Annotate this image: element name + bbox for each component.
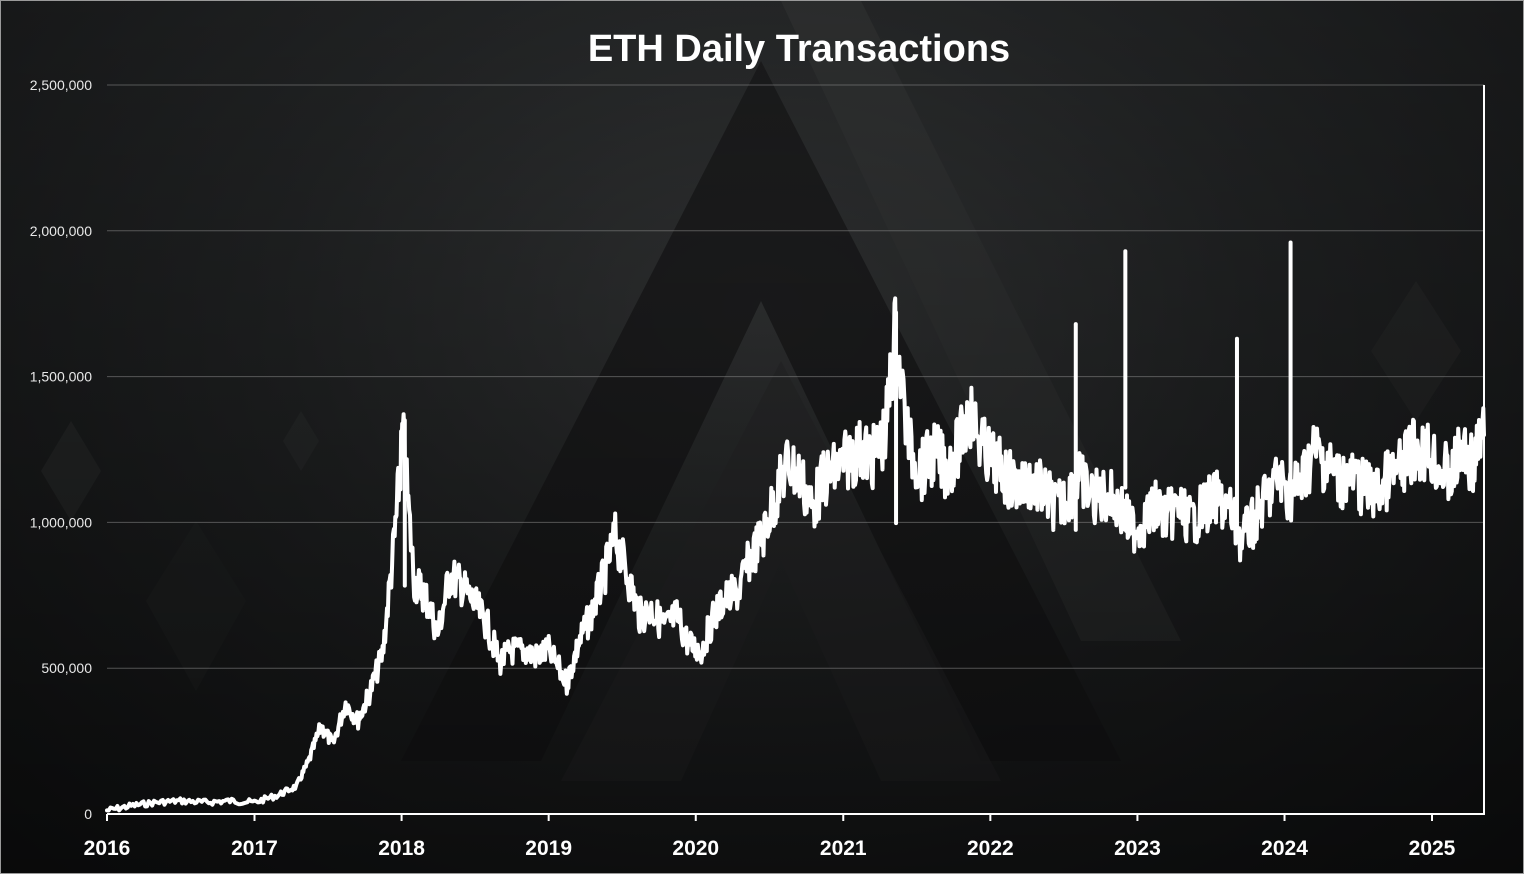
- y-tick-label: 1,000,000: [30, 514, 92, 530]
- x-tick-label: 2016: [84, 837, 131, 860]
- x-tick-label: 2018: [378, 837, 425, 860]
- x-tick-label: 2017: [231, 837, 278, 860]
- series-spikes: [402, 240, 1293, 588]
- y-tick-label: 0: [84, 806, 92, 822]
- x-tick-label: 2020: [672, 837, 719, 860]
- y-tick-label: 2,500,000: [30, 77, 92, 93]
- series-line-eth-daily-transactions: [105, 296, 1486, 813]
- x-tick-label: 2021: [820, 837, 867, 860]
- x-tick-label: 2024: [1261, 837, 1308, 860]
- y-tick-label: 1,500,000: [30, 369, 92, 385]
- gridlines: [107, 84, 1484, 669]
- x-tick-label: 2019: [525, 837, 572, 860]
- chart-title: ETH Daily Transactions: [588, 28, 1010, 70]
- x-tick-label: 2022: [967, 837, 1014, 860]
- y-axis: 0 500,000 1,000,000 1,500,000 2,000,000 2,500…: [30, 77, 93, 822]
- x-axis: 2016 2017 2018 2019 2020 2021 2022 2023 2024 2025: [84, 814, 1456, 860]
- y-tick-label: 500,000: [41, 660, 92, 676]
- x-tick-label: 2025: [1409, 837, 1456, 860]
- y-tick-label: 2,000,000: [30, 223, 92, 239]
- x-tick-label: 2023: [1114, 837, 1161, 860]
